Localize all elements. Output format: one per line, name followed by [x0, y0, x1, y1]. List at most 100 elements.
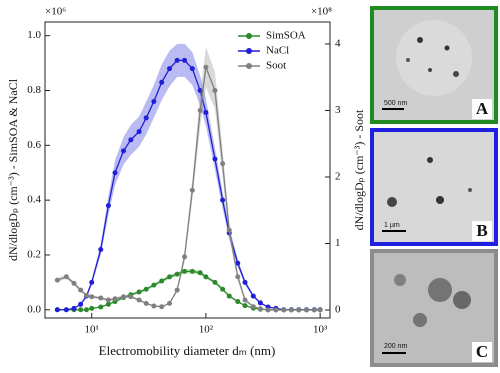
- point: [143, 300, 149, 306]
- point: [250, 304, 256, 310]
- point: [235, 299, 241, 305]
- point: [98, 304, 104, 310]
- y-tick-label: 0.0: [27, 303, 41, 315]
- point: [197, 88, 203, 94]
- point: [167, 66, 173, 72]
- particle: [406, 58, 410, 62]
- particle: [417, 37, 423, 43]
- point: [136, 129, 142, 135]
- x-tick-label: 10³: [313, 324, 328, 336]
- scale-bar-label: 500 nm: [384, 100, 408, 107]
- y-tick-label: 0.2: [27, 248, 41, 260]
- point: [136, 297, 142, 303]
- point: [128, 294, 134, 300]
- panel-label: B: [476, 221, 487, 240]
- y-multiplier: ×10⁶: [45, 6, 66, 18]
- particle: [453, 291, 471, 309]
- point: [288, 307, 294, 313]
- y2-tick-label: 0: [335, 304, 341, 316]
- scale-bar: [382, 230, 406, 232]
- point: [143, 286, 149, 292]
- point: [189, 66, 195, 72]
- point: [174, 57, 180, 63]
- point: [257, 306, 263, 312]
- legend-marker: [246, 63, 252, 69]
- y2-tick-label: 1: [335, 237, 341, 249]
- point: [273, 307, 279, 313]
- point: [265, 307, 271, 313]
- point: [317, 307, 323, 313]
- point: [242, 297, 248, 303]
- point: [128, 137, 134, 143]
- point: [121, 148, 127, 154]
- legend-label: Soot: [266, 60, 286, 72]
- y2-tick-label: 3: [335, 104, 341, 116]
- point: [63, 274, 69, 280]
- y-axis-title: dN/dlogDₚ (cm⁻³) - SimSOA & NaCl: [6, 78, 20, 261]
- point: [54, 307, 60, 313]
- point: [281, 307, 287, 313]
- point: [197, 107, 203, 113]
- y2-tick-label: 4: [335, 37, 341, 49]
- point: [212, 279, 218, 285]
- point: [78, 307, 84, 313]
- point: [311, 307, 317, 313]
- point: [189, 187, 195, 193]
- point: [242, 303, 248, 309]
- particle: [428, 278, 452, 302]
- particle: [387, 197, 397, 207]
- y-tick-label: 1.0: [27, 29, 41, 41]
- point: [98, 295, 104, 301]
- point: [71, 280, 77, 286]
- point: [174, 271, 180, 277]
- label-box: [472, 221, 492, 241]
- point: [197, 270, 203, 276]
- particle: [427, 157, 433, 163]
- legend-label: NaCl: [266, 45, 289, 57]
- point: [136, 289, 142, 295]
- point: [212, 156, 218, 162]
- point: [121, 294, 127, 300]
- point: [235, 260, 241, 266]
- point: [89, 279, 95, 285]
- point: [159, 278, 165, 284]
- y-tick-label: 0.6: [27, 139, 41, 151]
- particle: [394, 274, 406, 286]
- point: [112, 296, 118, 302]
- y2-multiplier: ×10⁸: [311, 6, 332, 18]
- point: [151, 98, 157, 104]
- series-line: [57, 270, 321, 311]
- point: [54, 277, 60, 283]
- point: [89, 294, 95, 300]
- y2-tick-label: 2: [335, 171, 341, 183]
- point: [257, 300, 263, 306]
- point: [174, 287, 180, 293]
- panel-label: C: [476, 342, 488, 361]
- point: [235, 274, 241, 280]
- x-tick-label: 10¹: [85, 324, 99, 336]
- point: [105, 301, 111, 307]
- point: [304, 307, 310, 313]
- particle: [453, 71, 459, 77]
- point: [189, 268, 195, 274]
- point: [151, 282, 157, 288]
- point: [159, 79, 165, 85]
- point: [203, 64, 209, 70]
- point: [63, 307, 69, 313]
- point: [71, 305, 77, 311]
- point: [78, 287, 84, 293]
- point: [167, 274, 173, 280]
- point: [182, 57, 188, 63]
- point: [226, 227, 232, 233]
- point: [143, 115, 149, 121]
- point: [242, 279, 248, 285]
- legend-marker: [246, 48, 252, 54]
- point: [112, 170, 118, 176]
- point: [226, 293, 232, 299]
- point: [83, 307, 89, 313]
- panel-label: A: [476, 99, 489, 118]
- label-box: [472, 99, 492, 119]
- point: [167, 300, 173, 306]
- particle: [413, 313, 427, 327]
